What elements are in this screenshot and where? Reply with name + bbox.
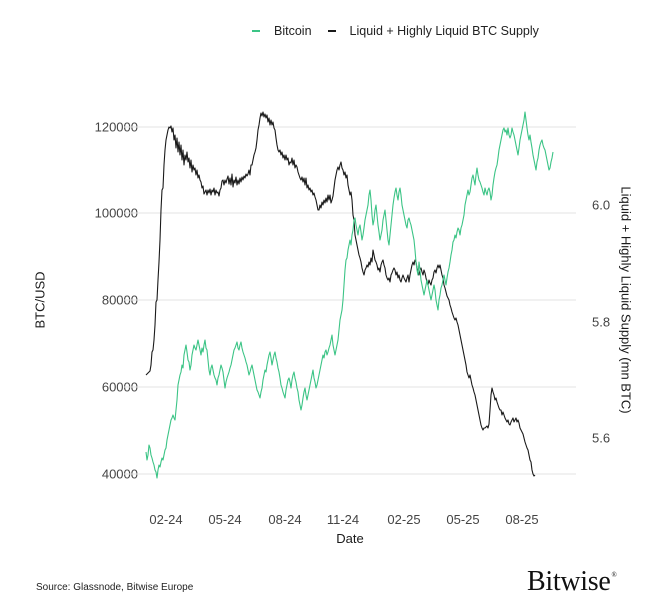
x-axis-tick: 11-24 xyxy=(326,512,360,527)
gridlines xyxy=(124,126,576,475)
supply-line xyxy=(145,111,536,477)
x-axis-tick: 08-25 xyxy=(505,512,539,527)
right-axis-tick: 6.0 xyxy=(592,197,611,213)
legend-item-bitcoin[interactable]: Bitcoin xyxy=(252,24,312,38)
chart-legend: Bitcoin Liquid + Highly Liquid BTC Suppl… xyxy=(252,24,555,38)
supply-line-swatch-icon xyxy=(327,30,336,32)
source-note: Source: Glassnode, Bitwise Europe xyxy=(36,582,194,593)
left-axis-tick: 60000 xyxy=(101,379,138,395)
legend-label: Liquid + Highly Liquid BTC Supply xyxy=(349,24,539,38)
x-axis-tick: 08-24 xyxy=(268,512,302,527)
registered-mark-icon: ® xyxy=(611,571,617,579)
legend-item-supply[interactable]: Liquid + Highly Liquid BTC Supply xyxy=(327,24,539,38)
x-axis-tick: 05-25 xyxy=(446,512,480,527)
bitcoin-line xyxy=(145,111,554,479)
legend-label: Bitcoin xyxy=(274,24,312,38)
x-axis-tick: 02-24 xyxy=(149,512,183,527)
left-axis-tick: 80000 xyxy=(101,292,138,308)
left-axis-tick: 40000 xyxy=(101,466,138,482)
x-axis-title: Date xyxy=(336,531,364,546)
bitcoin-line-swatch-icon xyxy=(252,30,260,32)
right-axis-tick: 5.8 xyxy=(592,314,611,330)
x-axis-tick: 05-24 xyxy=(208,512,242,527)
brand-name: Bitwise xyxy=(527,566,611,597)
left-axis-tick: 120000 xyxy=(94,119,138,135)
x-axis-tick: 02-25 xyxy=(387,512,421,527)
left-axis-tick: 100000 xyxy=(94,205,138,221)
bitwise-logo: Bitwise® xyxy=(527,566,617,598)
right-axis-tick: 5.6 xyxy=(592,430,611,446)
